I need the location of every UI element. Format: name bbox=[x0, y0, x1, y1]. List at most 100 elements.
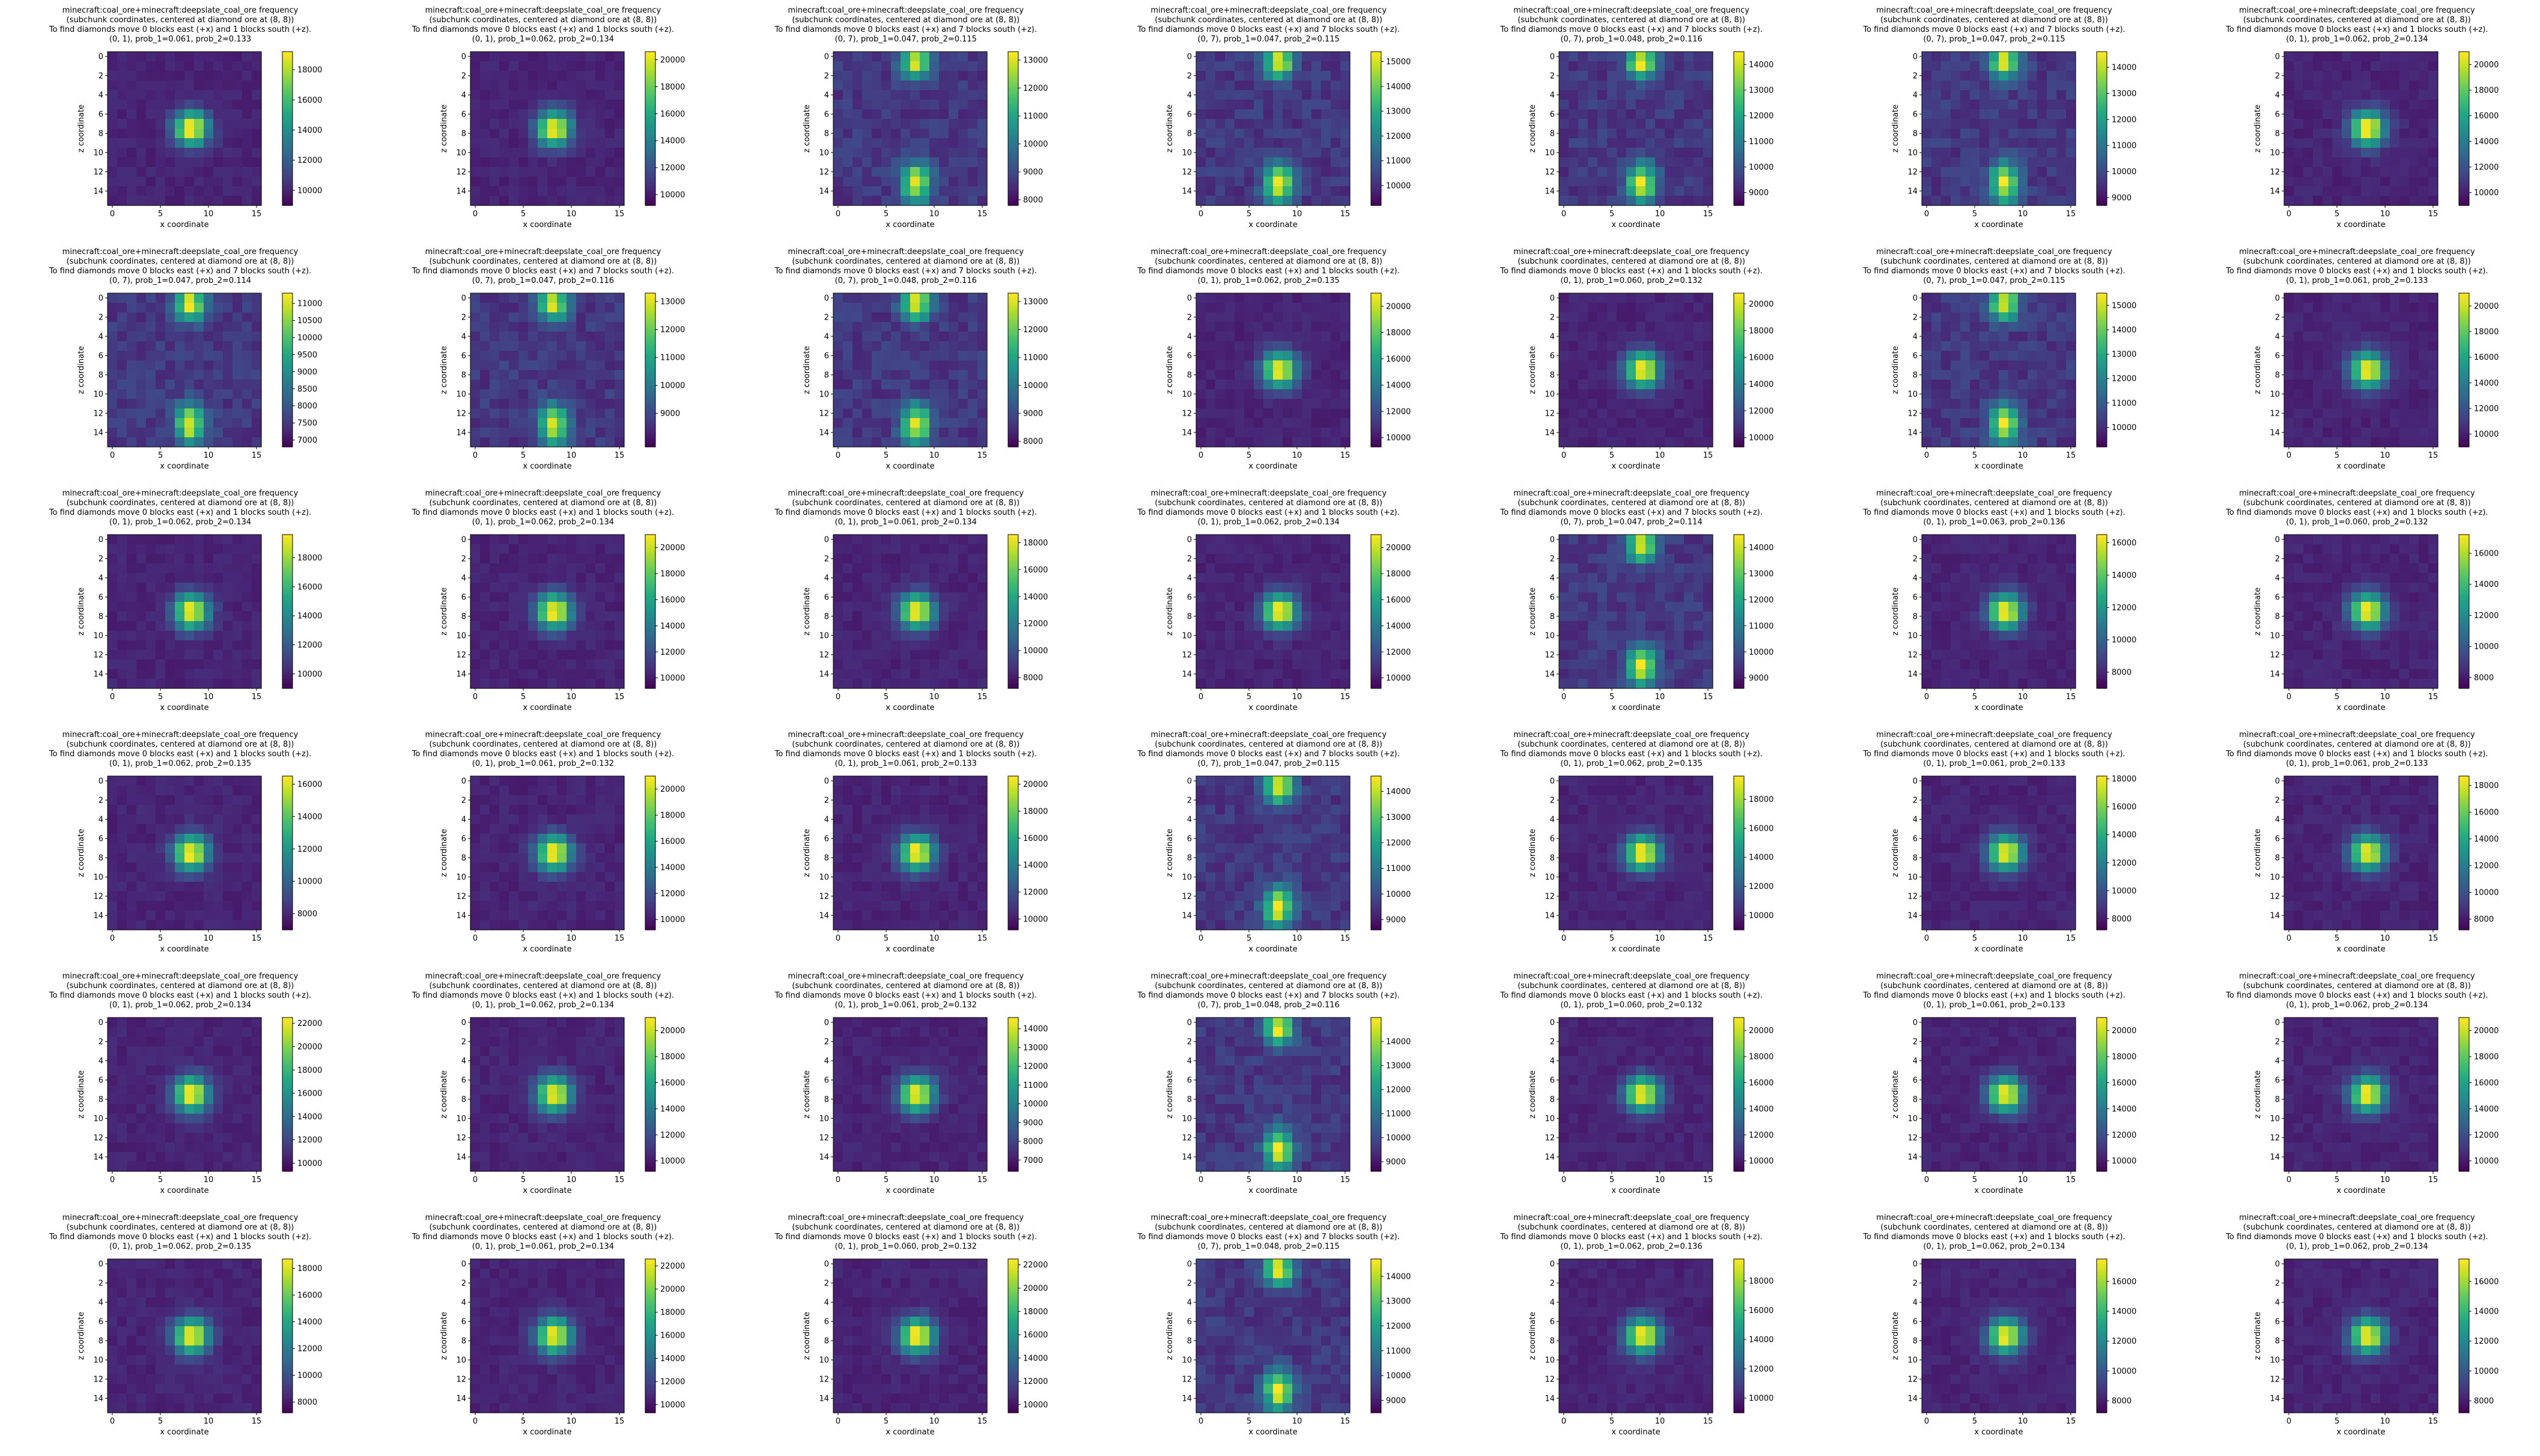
heatmap-cell bbox=[1215, 186, 1226, 196]
colorbar-segment bbox=[2096, 114, 2107, 117]
heatmap-cell bbox=[499, 80, 509, 91]
heatmap-cell bbox=[977, 322, 988, 332]
heatmap-cell bbox=[604, 148, 615, 158]
heatmap-cell bbox=[871, 341, 882, 351]
colorbar-segment bbox=[2096, 138, 2107, 141]
heatmap-cell bbox=[1674, 196, 1685, 206]
heatmap-cell bbox=[977, 148, 988, 158]
heatmap-cell bbox=[2323, 322, 2333, 332]
heatmap-cell bbox=[470, 351, 481, 361]
heatmap-cell bbox=[1664, 408, 1675, 419]
heatmap-cell bbox=[1597, 399, 1608, 409]
heatmap-cell bbox=[1568, 370, 1579, 380]
heatmap-cell bbox=[2017, 196, 2028, 206]
heatmap-cell bbox=[1931, 322, 1942, 332]
heatmap-cell bbox=[1940, 293, 1951, 303]
heatmap-cell bbox=[1683, 418, 1694, 428]
heatmap-cell bbox=[556, 322, 567, 332]
heatmap-cell bbox=[2294, 437, 2304, 447]
heatmap-cell bbox=[614, 389, 625, 399]
x-tick-label: 15 bbox=[2428, 451, 2438, 460]
heatmap-cell bbox=[1940, 71, 1951, 81]
heatmap-cell bbox=[1989, 322, 1999, 332]
heatmap-cell bbox=[2332, 61, 2342, 71]
heatmap-cell bbox=[1205, 380, 1216, 390]
heatmap-cell bbox=[527, 90, 538, 100]
heatmap-cell bbox=[1587, 52, 1598, 62]
heatmap-cell bbox=[1645, 167, 1656, 177]
heatmap-cell bbox=[1683, 332, 1694, 342]
heatmap-cell bbox=[919, 157, 930, 168]
colorbar-segment bbox=[1007, 143, 1018, 146]
heatmap-cell bbox=[614, 370, 625, 380]
heatmap-cell bbox=[1940, 157, 1951, 168]
heatmap-cell bbox=[958, 293, 968, 303]
heatmap-cell bbox=[156, 341, 166, 351]
heatmap-cell bbox=[881, 157, 892, 168]
colorbar-segment bbox=[1007, 332, 1018, 335]
heatmap-cell bbox=[2065, 71, 2076, 81]
heatmap-cell bbox=[1253, 332, 1264, 342]
z-tick-label: 0 bbox=[461, 53, 466, 62]
heatmap-cell bbox=[1969, 303, 1980, 313]
heatmap-cell bbox=[910, 148, 920, 158]
colorbar-tick-label: 11000 bbox=[1386, 157, 1411, 166]
heatmap-cell bbox=[1969, 71, 1980, 81]
heatmap-cell bbox=[1989, 332, 1999, 342]
colorbar-segment bbox=[1007, 131, 1018, 134]
heatmap-cell bbox=[881, 196, 892, 206]
heatmap-cell bbox=[2046, 303, 2057, 313]
heatmap-cell bbox=[1703, 157, 1713, 168]
colorbar-segment bbox=[1370, 56, 1381, 59]
heatmap-cell bbox=[2294, 351, 2304, 361]
heatmap-cell bbox=[1989, 52, 1999, 62]
heatmap-cell bbox=[2428, 148, 2438, 158]
heatmap-cell bbox=[1969, 332, 1980, 342]
chart-title: minecraft:coal_ore+minecraft:deepslate_c… bbox=[2226, 247, 2488, 285]
heatmap-cell bbox=[1244, 119, 1254, 129]
heatmap-cell bbox=[1979, 167, 1990, 177]
heatmap-cell bbox=[252, 100, 262, 110]
heatmap-cell bbox=[604, 360, 615, 371]
heatmap-cell bbox=[2428, 418, 2438, 428]
heatmap-cell bbox=[2056, 80, 2067, 91]
x-tick-label: 0 bbox=[1199, 210, 1203, 219]
heatmap-cell bbox=[518, 119, 529, 129]
heatmap-cell bbox=[1320, 61, 1331, 71]
heatmap-cell bbox=[1311, 157, 1322, 168]
heatmap-cell bbox=[1587, 437, 1598, 447]
heatmap-cell bbox=[1654, 408, 1665, 419]
heatmap-cell bbox=[2351, 61, 2362, 71]
colorbar-segment bbox=[2096, 334, 2107, 337]
heatmap-cell bbox=[2017, 148, 2028, 158]
heatmap-cell bbox=[2428, 408, 2438, 419]
heatmap-cell bbox=[556, 428, 567, 438]
colorbar-segment bbox=[282, 186, 293, 189]
heatmap-cell bbox=[1311, 332, 1322, 342]
heatmap-cell bbox=[1224, 52, 1235, 62]
heatmap-cell bbox=[2428, 380, 2438, 390]
heatmap-cell bbox=[1921, 90, 1932, 100]
heatmap-cell bbox=[1960, 138, 1970, 148]
heatmap-cell bbox=[2046, 177, 2057, 187]
heatmap-cell bbox=[518, 186, 529, 196]
colorbar-segment bbox=[1370, 153, 1381, 156]
heatmap-cell bbox=[508, 428, 519, 438]
colorbar-tick-label: 10000 bbox=[297, 186, 322, 195]
colorbar-tick-label: 15000 bbox=[2112, 302, 2136, 311]
heatmap-cell bbox=[1311, 360, 1322, 371]
heatmap-cell bbox=[1989, 129, 1999, 139]
heatmap-cell bbox=[1340, 428, 1351, 438]
heatmap-cell bbox=[1224, 177, 1235, 187]
heatmap-cell bbox=[1654, 312, 1665, 323]
heatmap-cell bbox=[470, 129, 481, 139]
heatmap-cell bbox=[2332, 129, 2342, 139]
colorbar-segment bbox=[645, 365, 655, 368]
heatmap-cell bbox=[1979, 157, 1990, 168]
heatmap-cell bbox=[614, 100, 625, 110]
heatmap-cell bbox=[2294, 332, 2304, 342]
heatmap-cell bbox=[1931, 138, 1942, 148]
heatmap-cell bbox=[1311, 90, 1322, 100]
heatmap-cell bbox=[213, 408, 223, 419]
z-axis-label: z coordinate bbox=[2253, 105, 2262, 153]
